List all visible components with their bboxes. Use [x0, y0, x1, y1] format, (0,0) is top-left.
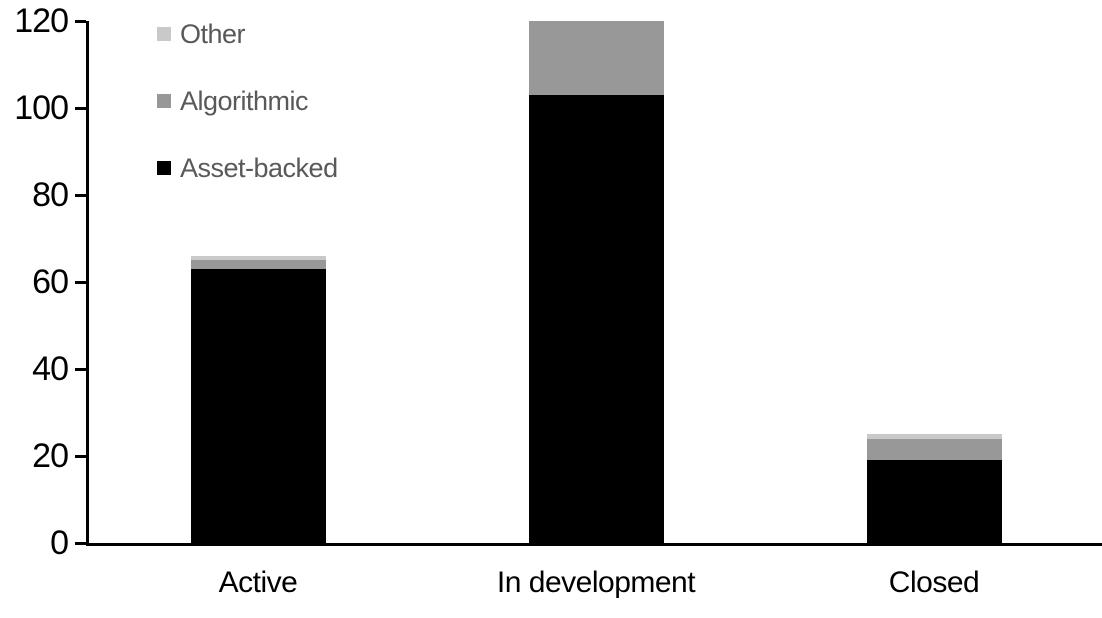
y-tick-mark: [75, 20, 86, 23]
segment-algorithmic: [866, 438, 1002, 461]
segment-algorithmic: [190, 260, 326, 269]
legend-swatch-asset-backed: [157, 161, 171, 175]
bar-closed: [866, 434, 1002, 543]
legend-item-algorithmic: Algorithmic: [157, 86, 338, 116]
segment-other: [190, 255, 326, 261]
y-tick-mark: [75, 455, 86, 458]
category-label-active: Active: [218, 566, 298, 599]
category-label-closed: Closed: [888, 566, 980, 599]
legend-label: Asset-backed: [180, 152, 338, 183]
legend: Other Algorithmic Asset-backed: [157, 19, 338, 220]
y-tick-label: 20: [32, 437, 69, 475]
legend-label: Algorithmic: [180, 85, 309, 116]
legend-label: Other: [180, 18, 246, 49]
legend-swatch-algorithmic: [157, 94, 171, 108]
segment-asset-backed: [190, 268, 326, 543]
segment-asset-backed: [866, 460, 1002, 543]
legend-item-other: Other: [157, 19, 338, 49]
segment-asset-backed: [528, 94, 664, 543]
legend-swatch-other: [157, 27, 171, 41]
category-label-in-development: In development: [496, 566, 696, 599]
y-tick-label: 120: [14, 2, 69, 40]
y-tick-label: 40: [32, 350, 69, 388]
segment-other: [866, 434, 1002, 439]
y-tick-mark: [75, 281, 86, 284]
bar-in-development: [528, 21, 664, 543]
y-tick-mark: [75, 107, 86, 110]
bar-active: [190, 255, 326, 543]
plot-area: [86, 21, 1102, 546]
y-tick-label: 0: [50, 524, 69, 562]
y-tick-mark: [75, 194, 86, 197]
legend-item-asset-backed: Asset-backed: [157, 153, 338, 183]
y-tick-label: 100: [14, 89, 69, 127]
y-tick-mark: [75, 542, 86, 545]
y-tick-label: 60: [32, 263, 69, 301]
y-tick-mark: [75, 368, 86, 371]
segment-algorithmic: [528, 21, 664, 95]
y-tick-label: 80: [32, 176, 69, 214]
